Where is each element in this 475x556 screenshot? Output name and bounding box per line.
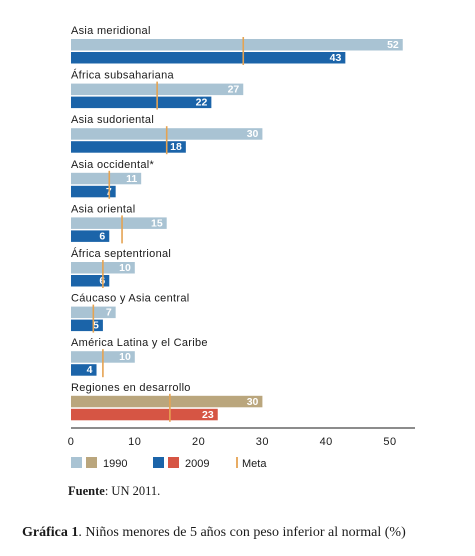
category-label-regiones-en-desarrollo: Regiones en desarrollo (71, 382, 191, 394)
category-label-america-latina-y-el-caribe: América Latina y el Caribe (71, 337, 208, 349)
legend-label-2009: 2009 (185, 458, 209, 470)
value-label-2009-regiones-en-desarrollo: 23 (202, 409, 214, 421)
value-label-1990-africa-septentrional: 10 (119, 262, 131, 274)
value-label-1990-asia-occidental: 11 (126, 173, 137, 185)
x-tick-label-10: 10 (128, 436, 141, 448)
bar-1990-regiones-en-desarrollo (71, 395, 263, 408)
bar-2009-africa-septentrional (71, 275, 110, 287)
value-label-2009-america-latina-y-el-caribe: 4 (87, 364, 93, 376)
figure-caption: Gráfica 1. Niños menores de 5 años con p… (22, 525, 406, 541)
bar-1990-asia-occidental (71, 172, 142, 185)
source-label: Fuente (68, 484, 105, 498)
bar-2009-caucaso-y-asia-central (71, 319, 103, 332)
caption-text: . Niños menores de 5 años con peso infer… (78, 525, 406, 540)
x-tick-label-40: 40 (320, 436, 333, 448)
category-label-africa-septentrional: África septentrional (71, 247, 171, 260)
legend-label-meta: Meta (242, 458, 267, 470)
x-tick-label-30: 30 (256, 436, 269, 448)
value-label-1990-asia-meridional: 52 (387, 39, 399, 51)
value-label-1990-america-latina-y-el-caribe: 10 (119, 351, 131, 363)
legend-label-1990: 1990 (103, 458, 127, 470)
value-label-1990-regiones-en-desarrollo: 30 (247, 396, 259, 408)
legend-swatch-2009 (153, 457, 164, 468)
value-label-2009-asia-meridional: 43 (330, 52, 342, 64)
bar-2009-asia-oriental (71, 230, 110, 242)
value-label-2009-caucaso-y-asia-central: 5 (93, 320, 99, 332)
legend: 1990 2009 Meta (71, 457, 267, 470)
bar-2009-asia-occidental (71, 185, 116, 198)
source-text: : UN 2011. (104, 484, 161, 498)
chart-bars: Asia meridional 52 43 África subsahariana 27… (71, 25, 403, 422)
value-label-1990-africa-subsahariana: 27 (228, 84, 240, 96)
category-label-asia-oriental: Asia oriental (71, 203, 135, 215)
category-label-asia-meridional: Asia meridional (71, 25, 151, 37)
caption-label: Gráfica 1 (22, 525, 79, 540)
bar-2009-africa-subsahariana (71, 96, 212, 109)
legend-swatch-1990-total (86, 457, 97, 468)
category-label-asia-occidental: Asia occidental* (71, 159, 154, 171)
value-label-1990-asia-sudoriental: 30 (247, 128, 259, 140)
x-tick-label-0: 0 (68, 436, 75, 448)
category-label-africa-subsahariana: África subsahariana (71, 69, 175, 82)
source-note: Fuente: UN 2011. (68, 484, 160, 499)
bar-2009-asia-sudoriental (71, 141, 186, 153)
x-axis: 0 10 20 30 40 50 (68, 427, 415, 448)
bar-1990-asia-meridional (71, 39, 403, 51)
bar-1990-asia-oriental (71, 217, 167, 229)
bar-chart: Asia meridional 52 43 África subsahariana 27… (68, 25, 415, 470)
value-label-2009-asia-sudoriental: 18 (170, 141, 182, 153)
value-label-1990-asia-oriental: 15 (151, 217, 163, 229)
category-label-asia-sudoriental: Asia sudoriental (71, 114, 154, 126)
x-tick-label-50: 50 (383, 436, 396, 448)
legend-swatch-2009-total (168, 457, 179, 468)
x-tick-label-20: 20 (192, 436, 205, 448)
value-label-1990-caucaso-y-asia-central: 7 (106, 307, 112, 319)
category-label-caucaso-y-asia-central: Cáucaso y Asia central (71, 293, 190, 305)
legend-swatch-1990 (71, 457, 82, 468)
value-label-2009-africa-subsahariana: 22 (196, 97, 208, 109)
bar-2009-america-latina-y-el-caribe (71, 364, 97, 376)
bar-2009-regiones-en-desarrollo (71, 408, 218, 421)
bar-2009-asia-meridional (71, 52, 346, 64)
value-label-2009-asia-oriental: 6 (99, 230, 105, 242)
